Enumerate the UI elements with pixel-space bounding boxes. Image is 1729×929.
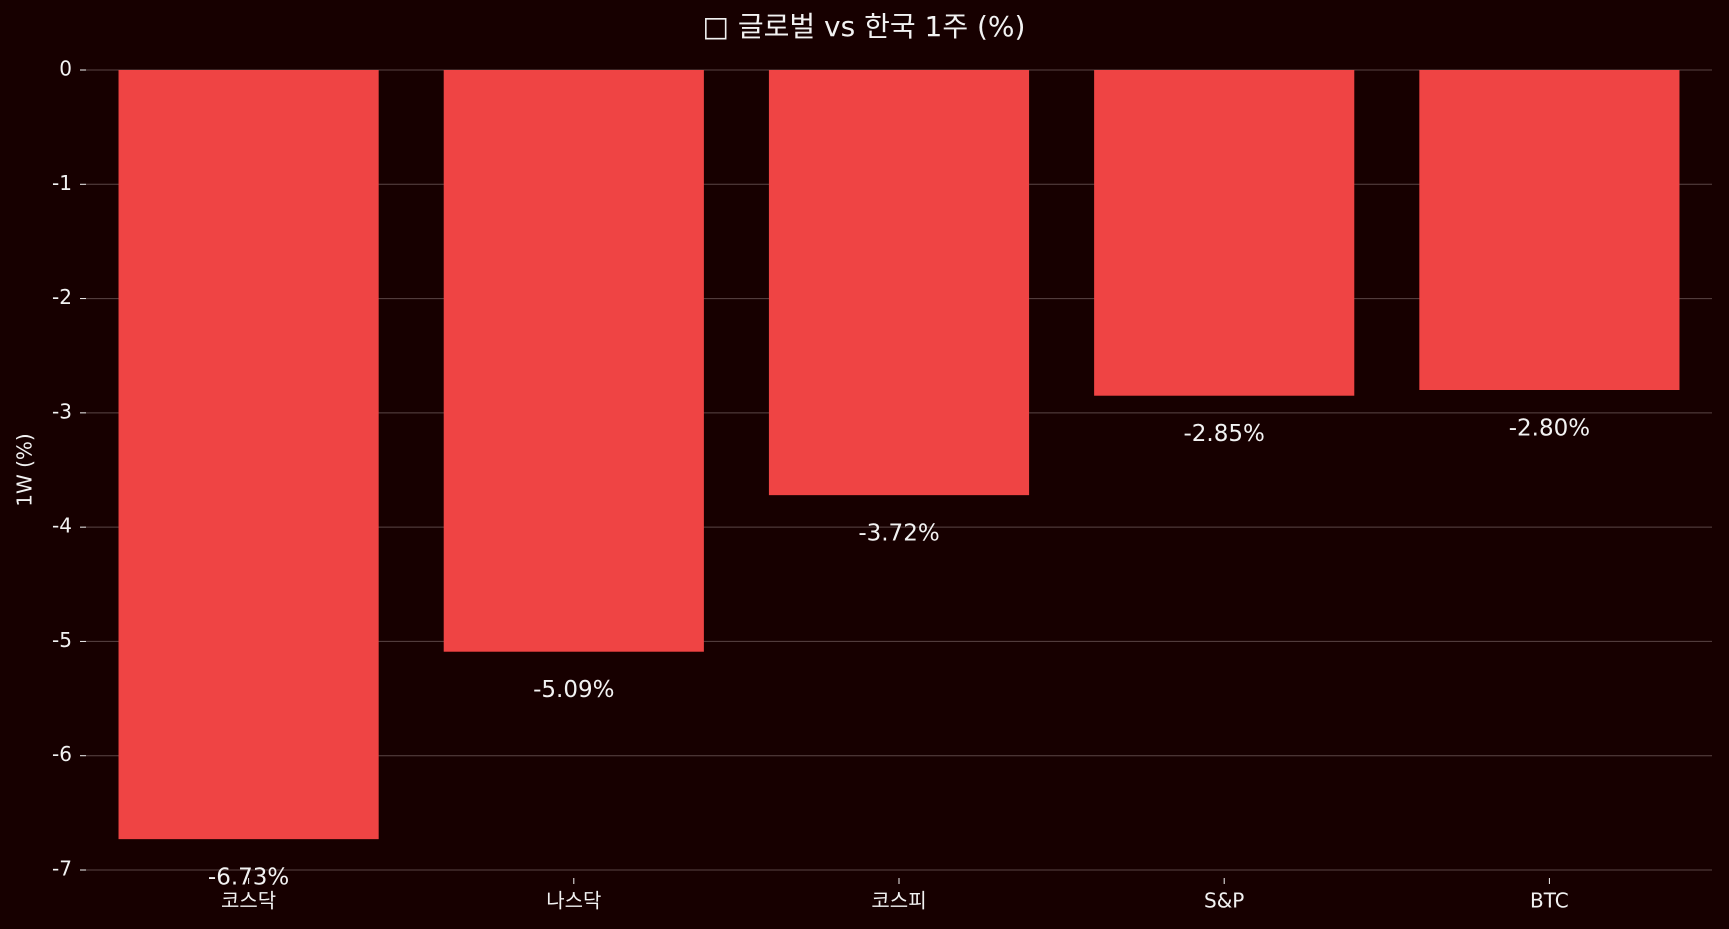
y-tick-label: -6: [52, 742, 72, 766]
x-tick-label: 코스피: [871, 889, 926, 913]
y-tick-label: 0: [59, 57, 72, 81]
y-tick-label: -3: [52, 399, 72, 423]
x-tick-label: 코스닥: [221, 889, 276, 913]
data-label: -2.85%: [1184, 421, 1265, 447]
bar: [768, 70, 1030, 496]
bar: [1419, 70, 1680, 390]
x-tick-label: 나스닥: [546, 889, 601, 913]
bar: [1094, 70, 1355, 396]
y-tick-label: -2: [52, 285, 72, 309]
data-label: -2.80%: [1509, 416, 1590, 442]
y-tick-label: -7: [52, 857, 72, 881]
data-label: -3.72%: [858, 521, 939, 547]
bar: [443, 70, 704, 652]
data-label: -5.09%: [533, 677, 614, 703]
chart-title: □ 글로벌 vs 한국 1주 (%): [703, 10, 1026, 43]
y-tick-label: -5: [52, 628, 72, 652]
x-tick-label: BTC: [1530, 889, 1569, 913]
y-axis-label: 1W (%): [13, 433, 37, 506]
y-tick-label: -1: [52, 171, 72, 195]
y-tick-label: -4: [52, 514, 72, 538]
data-label: -6.73%: [208, 865, 289, 891]
bar: [118, 70, 379, 840]
x-tick-label: S&P: [1204, 889, 1244, 913]
